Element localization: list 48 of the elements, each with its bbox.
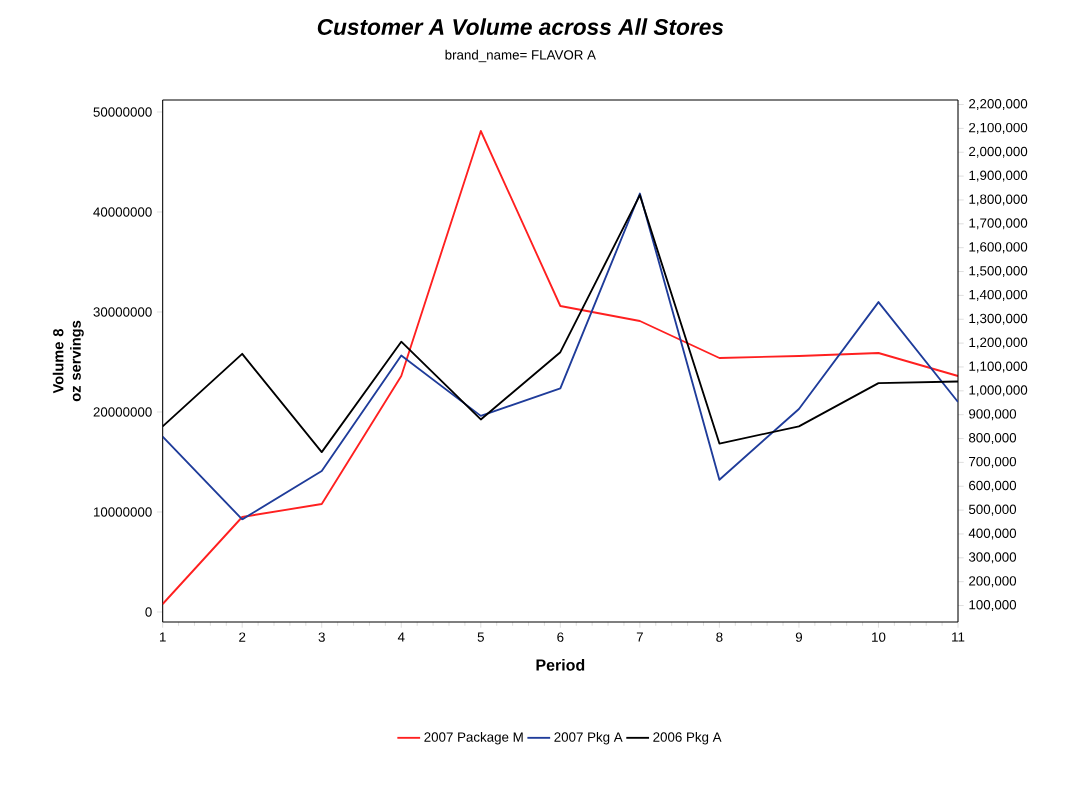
y2-tick-label: 200,000 bbox=[969, 576, 1017, 588]
y2-tick-label: 1,400,000 bbox=[969, 289, 1028, 301]
x-tick-label: 9 bbox=[795, 632, 803, 642]
y2-tick-label: 500,000 bbox=[968, 504, 1017, 516]
y2-tick-label: 1,300,000 bbox=[969, 313, 1028, 325]
y2-tick-label: 300,000 bbox=[968, 552, 1017, 564]
x-tick-label: 2 bbox=[239, 632, 246, 642]
y-tick-label: 20000000 bbox=[93, 407, 152, 417]
y-tick-label: 40000000 bbox=[93, 207, 152, 217]
x-tick-label: 3 bbox=[318, 632, 325, 642]
y2-tick-label: 1,800,000 bbox=[969, 194, 1028, 206]
y-axis-title: Volume 8 oz servings bbox=[52, 320, 84, 402]
y2-tick-label: 800,000 bbox=[968, 433, 1017, 445]
y-tick-label: 50000000 bbox=[93, 107, 152, 117]
y2-tick-label: 1,500,000 bbox=[969, 266, 1028, 278]
x-tick-label: 11 bbox=[952, 632, 965, 642]
y2-tick-label: 900,000 bbox=[969, 409, 1017, 421]
y2-tick-label: 2,000,000 bbox=[969, 146, 1028, 158]
line-series bbox=[162, 192, 959, 521]
x-tick-label: 1 bbox=[159, 632, 166, 642]
y2-tick-label: 1,600,000 bbox=[969, 242, 1028, 254]
y-tick-label: 30000000 bbox=[93, 307, 152, 317]
chart-title: Customer A Volume across All Stores bbox=[317, 18, 724, 35]
x-tick-label: 10 bbox=[872, 632, 886, 642]
y2-tick-label: 1,900,000 bbox=[969, 170, 1028, 182]
x-tick-label: 4 bbox=[397, 632, 405, 642]
y2-tick-label: 1,000,000 bbox=[969, 385, 1028, 397]
x-tick-label: 5 bbox=[477, 632, 484, 642]
legend-label: 2007 Pkg A bbox=[554, 732, 623, 745]
y2-tick-label: 400,000 bbox=[968, 528, 1017, 540]
x-tick-label: 8 bbox=[716, 632, 723, 642]
y2-tick-label: 1,700,000 bbox=[969, 218, 1028, 230]
x-axis-title: Period bbox=[536, 659, 585, 671]
y2-tick-label: 1,200,000 bbox=[969, 337, 1028, 349]
y-tick-label: 0 bbox=[145, 607, 152, 617]
y2-tick-label: 100,000 bbox=[969, 600, 1017, 612]
y2-tick-label: 700,000 bbox=[969, 456, 1017, 468]
legend-label: 2006 Pkg A bbox=[653, 732, 722, 745]
x-tick-label: 6 bbox=[557, 632, 564, 642]
y2-tick-label: 2,100,000 bbox=[969, 122, 1028, 134]
legend-label: 2007 Package M bbox=[424, 732, 523, 745]
x-tick-label: 7 bbox=[636, 632, 643, 642]
line-series bbox=[162, 130, 959, 605]
y2-tick-label: 2,200,000 bbox=[969, 99, 1028, 111]
chart-subtitle: brand_name= FLAVOR A bbox=[445, 49, 596, 63]
y-tick-label: 10000000 bbox=[93, 507, 152, 517]
y2-tick-label: 600,000 bbox=[969, 480, 1017, 492]
y2-tick-label: 1,100,000 bbox=[969, 361, 1028, 373]
